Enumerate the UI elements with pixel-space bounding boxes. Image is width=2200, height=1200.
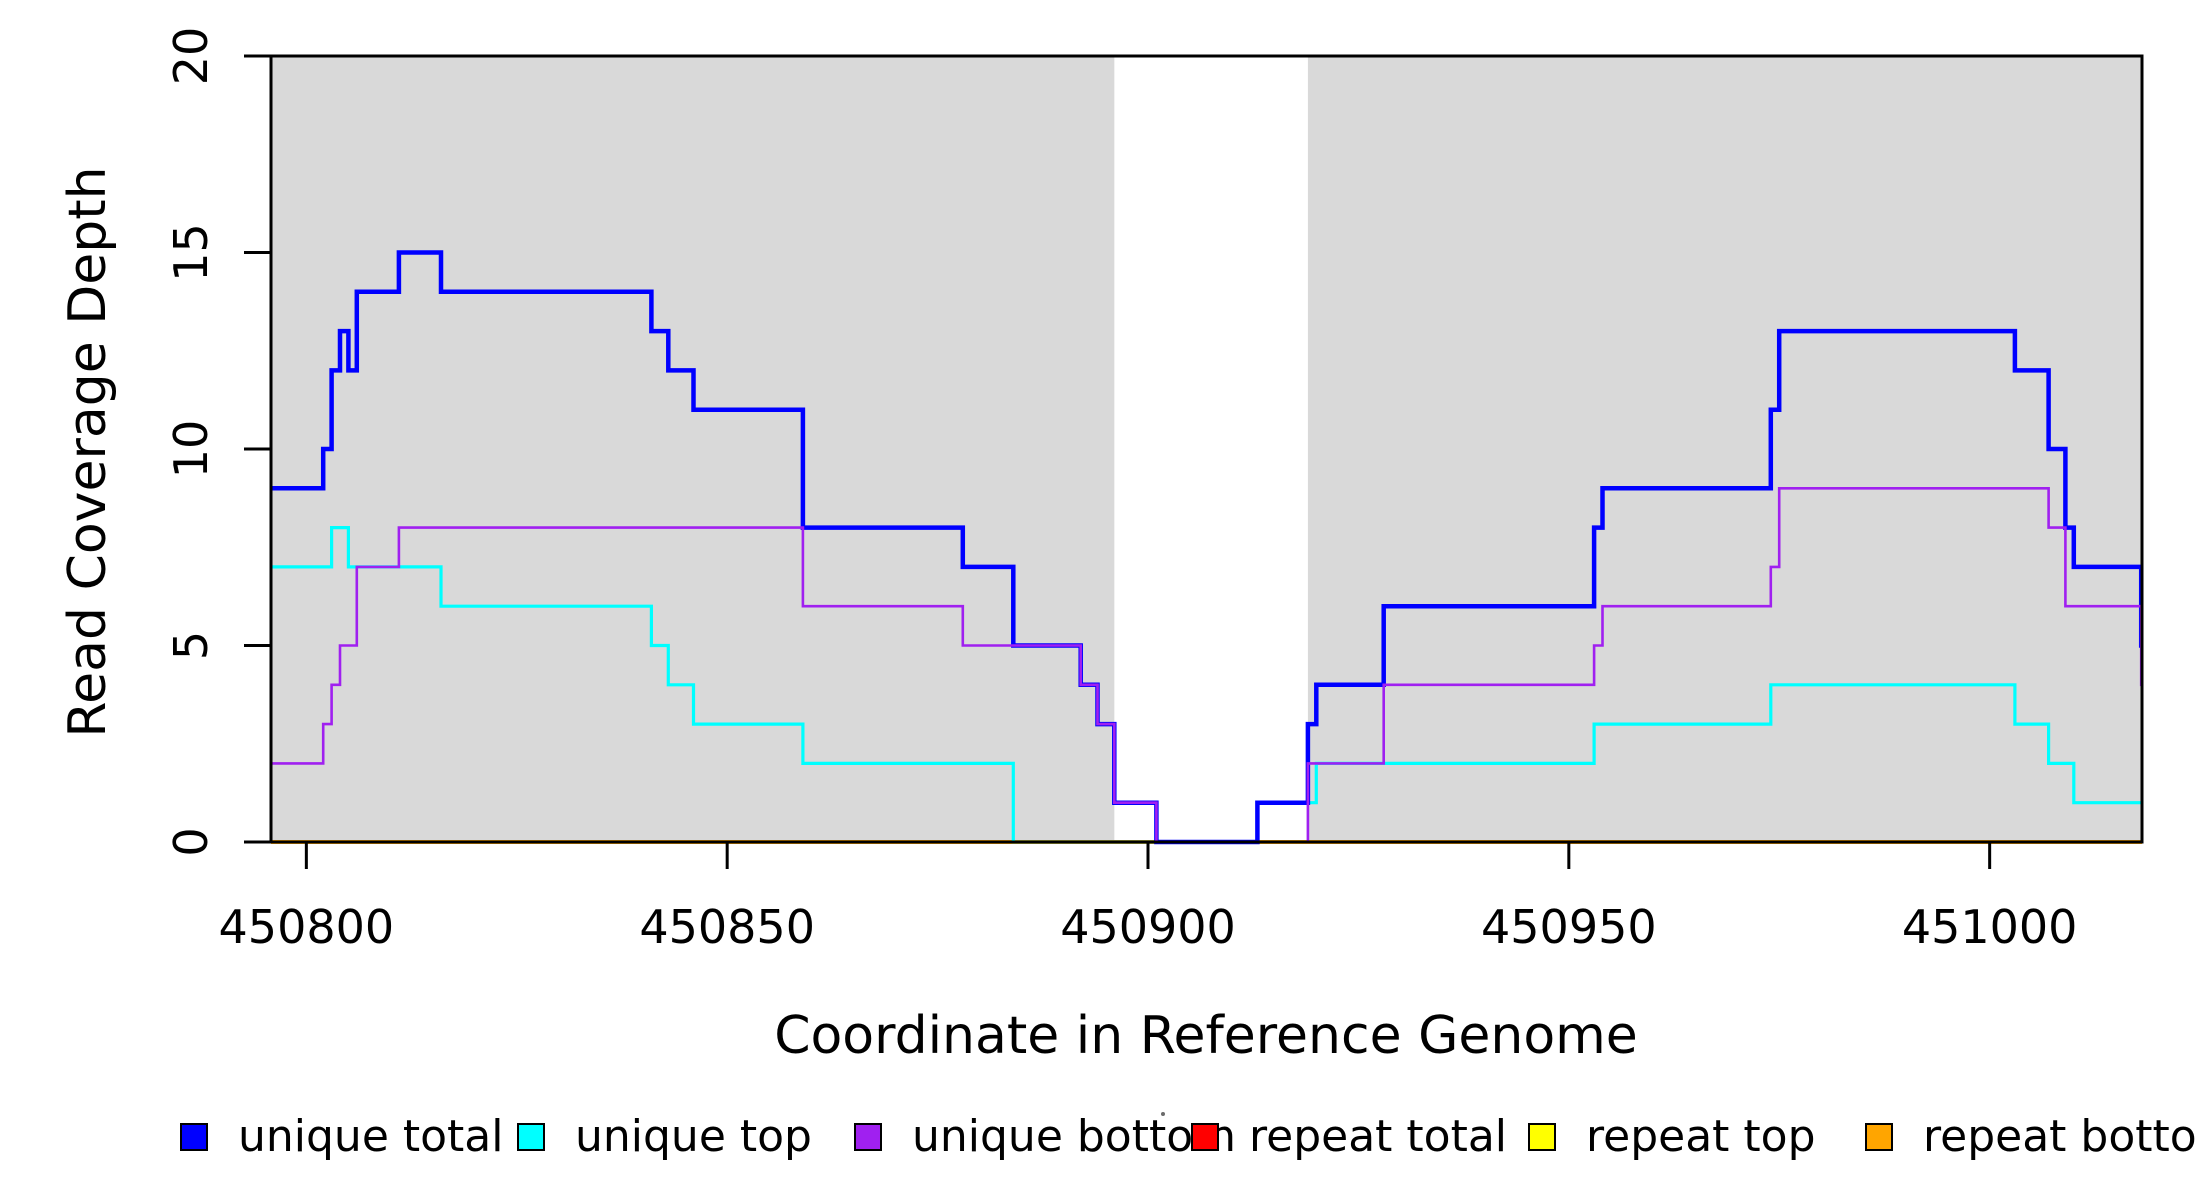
- legend-label-unique-top: unique top: [575, 1111, 812, 1162]
- legend-swatch-repeat-total: [1191, 1123, 1219, 1151]
- legend-label-repeat-total: repeat total: [1249, 1111, 1508, 1162]
- y-tick-label: 0: [164, 827, 218, 856]
- legend-label-unique-bottom: unique bottom: [912, 1111, 1237, 1162]
- y-tick-label: 15: [164, 223, 218, 282]
- y-tick-label: 5: [164, 631, 218, 660]
- series-line-unique-bottom: [271, 487, 2142, 844]
- series-line-unique-top: [271, 526, 2142, 844]
- y-tick-label: 20: [164, 27, 218, 86]
- legend-swatch-unique-total: [180, 1123, 208, 1151]
- y-tick-label: 10: [164, 420, 218, 479]
- x-tick-label: 450850: [639, 900, 815, 954]
- legend-item-unique-bottom: unique bottom: [854, 1111, 1237, 1162]
- legend-swatch-unique-bottom: [854, 1123, 882, 1151]
- y-axis-title: Read Coverage Depth: [58, 166, 118, 738]
- x-tick-label: 450950: [1481, 900, 1657, 954]
- x-axis-title: Coordinate in Reference Genome: [774, 1006, 1638, 1066]
- legend-label-unique-total: unique total: [238, 1111, 504, 1162]
- legend-item-repeat-top: repeat top: [1528, 1111, 1816, 1162]
- legend-item-repeat-bottom: repeat bottom: [1865, 1111, 2200, 1162]
- stray-dot: [1161, 1112, 1165, 1116]
- x-tick-label: 451000: [1902, 900, 2078, 954]
- x-tick-label: 450900: [1060, 900, 1236, 954]
- legend-swatch-repeat-bottom: [1865, 1123, 1893, 1151]
- legend-item-unique-top: unique top: [517, 1111, 812, 1162]
- legend-label-repeat-top: repeat top: [1586, 1111, 1816, 1162]
- legend-item-unique-total: unique total: [180, 1111, 504, 1162]
- legend-item-repeat-total: repeat total: [1191, 1111, 1508, 1162]
- shaded-region-1: [1307, 56, 2142, 842]
- x-tick-label: 450800: [219, 900, 395, 954]
- legend-label-repeat-bottom: repeat bottom: [1923, 1111, 2200, 1162]
- legend-swatch-unique-top: [517, 1123, 545, 1151]
- legend-swatch-repeat-top: [1528, 1123, 1556, 1151]
